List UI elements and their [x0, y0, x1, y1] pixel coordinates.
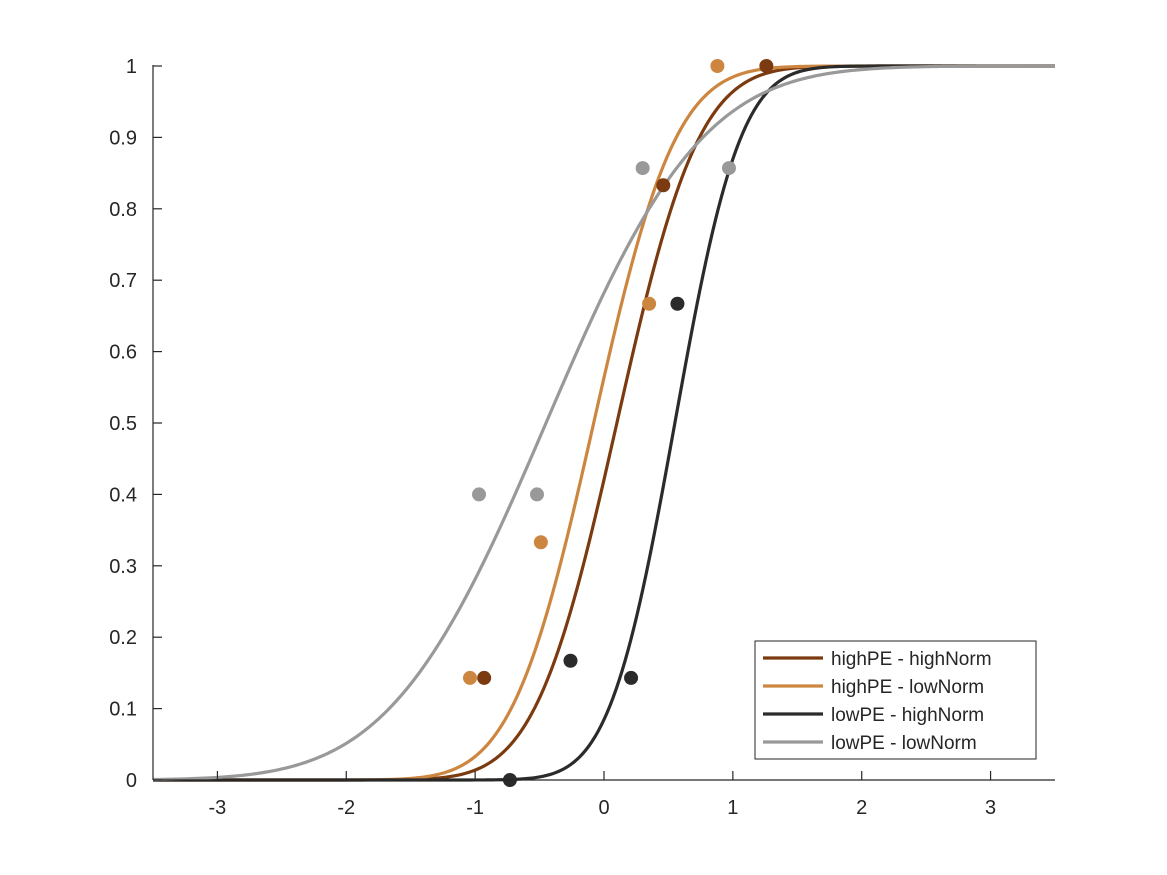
- x-tick-label: 3: [985, 797, 996, 819]
- fit-curve-4: [152, 64, 1055, 782]
- y-tick-label: 0.1: [109, 699, 137, 721]
- data-point-4-2: [529, 487, 544, 502]
- axes: -3 -2 -1 0 1 2 3 0 0.1 0.2 0.3 0.4 0.5 0.6 0.7 0.8 0.9 1: [109, 56, 1055, 819]
- x-tick-label: -3: [209, 797, 227, 819]
- data-point-2-3: [642, 296, 657, 311]
- y-tick-label: 0.3: [109, 556, 137, 578]
- legend-label-4: lowPE - lowNorm: [831, 733, 977, 754]
- data-point-3-3: [624, 670, 639, 685]
- data-point-2-1: [462, 670, 477, 685]
- y-tick-label: 0.9: [109, 127, 137, 149]
- y-tick-label: 1: [126, 56, 137, 78]
- data-point-4-4: [721, 161, 736, 176]
- y-tick-label: 0.8: [109, 199, 137, 221]
- legend-label-1: highPE - highNorm: [831, 649, 992, 670]
- legend: highPE - highNorm highPE - lowNorm lowPE -…: [754, 640, 1037, 760]
- y-tick-label: 0.2: [109, 627, 137, 649]
- x-tick-label: 2: [856, 797, 867, 819]
- data-point-3-2: [563, 653, 578, 668]
- y-tick-label: 0.7: [109, 270, 137, 292]
- y-tick-label: 0: [126, 770, 137, 792]
- y-tick-label: 0.6: [109, 342, 137, 364]
- data-point-4-3: [635, 161, 650, 176]
- data-point-2-2: [533, 535, 548, 550]
- data-point-1-3: [759, 59, 774, 73]
- legend-label-3: lowPE - highNorm: [831, 705, 984, 726]
- x-tick-label: 0: [598, 797, 609, 819]
- y-tick-label: 0.4: [109, 484, 137, 506]
- data-point-3-4: [670, 296, 685, 311]
- data-point-1-2: [656, 178, 671, 193]
- data-point-1-1: [477, 670, 492, 685]
- data-point-2-4: [710, 59, 725, 73]
- x-tick-label: -2: [337, 797, 355, 819]
- data-point-4-1: [472, 487, 487, 502]
- y-tick-label: 0.5: [109, 413, 137, 435]
- data-points: [462, 59, 774, 787]
- legend-box: [754, 640, 1037, 760]
- legend-label-2: highPE - lowNorm: [831, 677, 984, 698]
- x-tick-label: -1: [466, 797, 484, 819]
- x-tick-label: 1: [727, 797, 738, 819]
